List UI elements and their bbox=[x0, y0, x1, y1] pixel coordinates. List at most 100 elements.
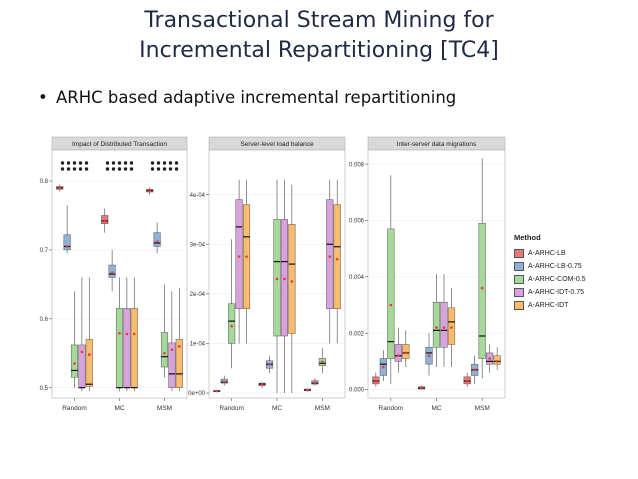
box-mean-point bbox=[328, 255, 332, 258]
box-body bbox=[168, 342, 176, 388]
annotation-dot bbox=[78, 161, 83, 165]
annotation-dot bbox=[72, 161, 77, 165]
box-body bbox=[85, 339, 93, 387]
box-mean-point bbox=[148, 189, 152, 192]
y-tick-label: 0.7 bbox=[40, 248, 49, 254]
box-body bbox=[333, 204, 341, 309]
panel-title: Inter-server data migrations bbox=[397, 141, 477, 148]
legend-swatch bbox=[514, 275, 524, 284]
y-tick-label: 0.004 bbox=[349, 275, 365, 281]
annotation-dot bbox=[162, 161, 167, 165]
box-body bbox=[478, 223, 486, 359]
x-tick-label: Random bbox=[379, 405, 404, 412]
box-mean-point bbox=[260, 383, 264, 386]
annotation-dot bbox=[150, 167, 155, 171]
annotation-dot bbox=[111, 161, 116, 165]
legend-label: A-ARHC-IDT bbox=[528, 302, 569, 309]
box-mean-point bbox=[215, 389, 219, 393]
box-mean-point bbox=[87, 353, 91, 356]
box-body bbox=[63, 234, 71, 251]
annotation-dot bbox=[66, 161, 71, 165]
box-mean-point bbox=[283, 277, 286, 281]
annotation-dot bbox=[60, 161, 65, 165]
annotation-dot bbox=[168, 161, 173, 165]
box-body bbox=[288, 224, 296, 334]
box-mean-point bbox=[103, 219, 107, 223]
box-mean-point bbox=[268, 362, 271, 366]
annotation-dot bbox=[111, 167, 116, 171]
chart-panel-1: Impact of Distributed Transaction 0.5 0.6 0… bbox=[40, 136, 188, 412]
box-mean-point bbox=[155, 240, 159, 243]
x-tick-label: MC bbox=[114, 405, 124, 412]
box-mean-point bbox=[450, 326, 453, 329]
legend-swatch bbox=[514, 262, 524, 271]
box-mean-point bbox=[488, 357, 491, 360]
box-body bbox=[115, 308, 124, 388]
box-body bbox=[326, 199, 334, 309]
y-tick-label: 0.006 bbox=[349, 219, 365, 225]
legend-swatch bbox=[514, 288, 524, 297]
box-mean-point bbox=[73, 362, 76, 365]
box-mean-point bbox=[306, 388, 309, 392]
y-tick-label: 1e-04 bbox=[190, 342, 206, 348]
legend: Method A-ARHC-LB A-ARHC-LB-0.75 A-ARHC-COM… bbox=[514, 233, 586, 312]
box-body bbox=[153, 232, 161, 247]
box-mean-point bbox=[382, 365, 385, 369]
box-mean-point bbox=[245, 255, 248, 258]
annotation-dot bbox=[105, 167, 110, 171]
annotation-dot bbox=[60, 167, 65, 171]
box-mean-point bbox=[321, 360, 324, 364]
annotation-dot bbox=[117, 167, 122, 171]
box-body bbox=[123, 308, 131, 388]
box-mean-point bbox=[58, 186, 62, 190]
box-mean-point bbox=[374, 379, 378, 383]
annotation-dot bbox=[168, 167, 173, 171]
box-body bbox=[493, 355, 501, 365]
annotation-dot bbox=[174, 161, 179, 165]
box-body bbox=[70, 344, 79, 378]
slide-title: Transactional Stream Mining for Incremen… bbox=[0, 6, 638, 66]
box-mean-point bbox=[290, 280, 294, 283]
box-mean-point bbox=[125, 332, 129, 336]
annotation-dot bbox=[156, 161, 161, 165]
y-tick-label: 0.008 bbox=[349, 162, 365, 168]
box-body bbox=[402, 344, 410, 359]
box-body bbox=[440, 301, 448, 348]
x-tick-label: MC bbox=[272, 405, 282, 412]
annotation-dot bbox=[123, 167, 128, 171]
annotation-dot bbox=[84, 167, 89, 171]
y-tick-label: 2e-04 bbox=[190, 292, 206, 298]
annotation-dot bbox=[117, 161, 122, 165]
box-mean-point bbox=[230, 324, 233, 328]
box-mean-point bbox=[65, 245, 69, 248]
box-body bbox=[130, 308, 138, 388]
box-body bbox=[387, 228, 395, 359]
y-tick-label: 4e-04 bbox=[190, 193, 206, 199]
slide-title-line2: Incremental Repartitioning [TC4] bbox=[139, 38, 499, 63]
box-mean-point bbox=[473, 368, 476, 372]
legend-label: A-ARHC-LB bbox=[528, 250, 566, 257]
box-mean-point bbox=[335, 257, 339, 261]
box-body bbox=[160, 332, 169, 368]
box-mean-point bbox=[442, 326, 446, 329]
box-body bbox=[175, 339, 183, 388]
annotation-dot bbox=[72, 167, 77, 171]
legend-item: A-ARHC-LB-0.75 bbox=[514, 260, 586, 273]
x-tick-label: Random bbox=[219, 405, 244, 412]
annotation-dot bbox=[150, 161, 155, 165]
box-mean-point bbox=[465, 379, 469, 383]
box-mean-point bbox=[170, 348, 174, 352]
bullet-item: • ARHC based adaptive incremental reparti… bbox=[38, 88, 456, 107]
box-body bbox=[235, 199, 243, 309]
box-mean-point bbox=[177, 345, 181, 348]
legend-label: A-ARHC-COM-0.5 bbox=[528, 276, 586, 283]
box-mean-point bbox=[132, 332, 136, 336]
y-tick-label: 0.8 bbox=[40, 179, 49, 185]
annotation-dot bbox=[123, 161, 128, 165]
annotation-dot bbox=[129, 167, 134, 171]
y-tick-label: 0.002 bbox=[349, 331, 365, 337]
y-tick-label: 0.5 bbox=[40, 386, 49, 392]
box-mean-point bbox=[237, 255, 241, 258]
chart-panel-3: Inter-server data migrations 0.000 0.002 0.… bbox=[349, 136, 506, 412]
